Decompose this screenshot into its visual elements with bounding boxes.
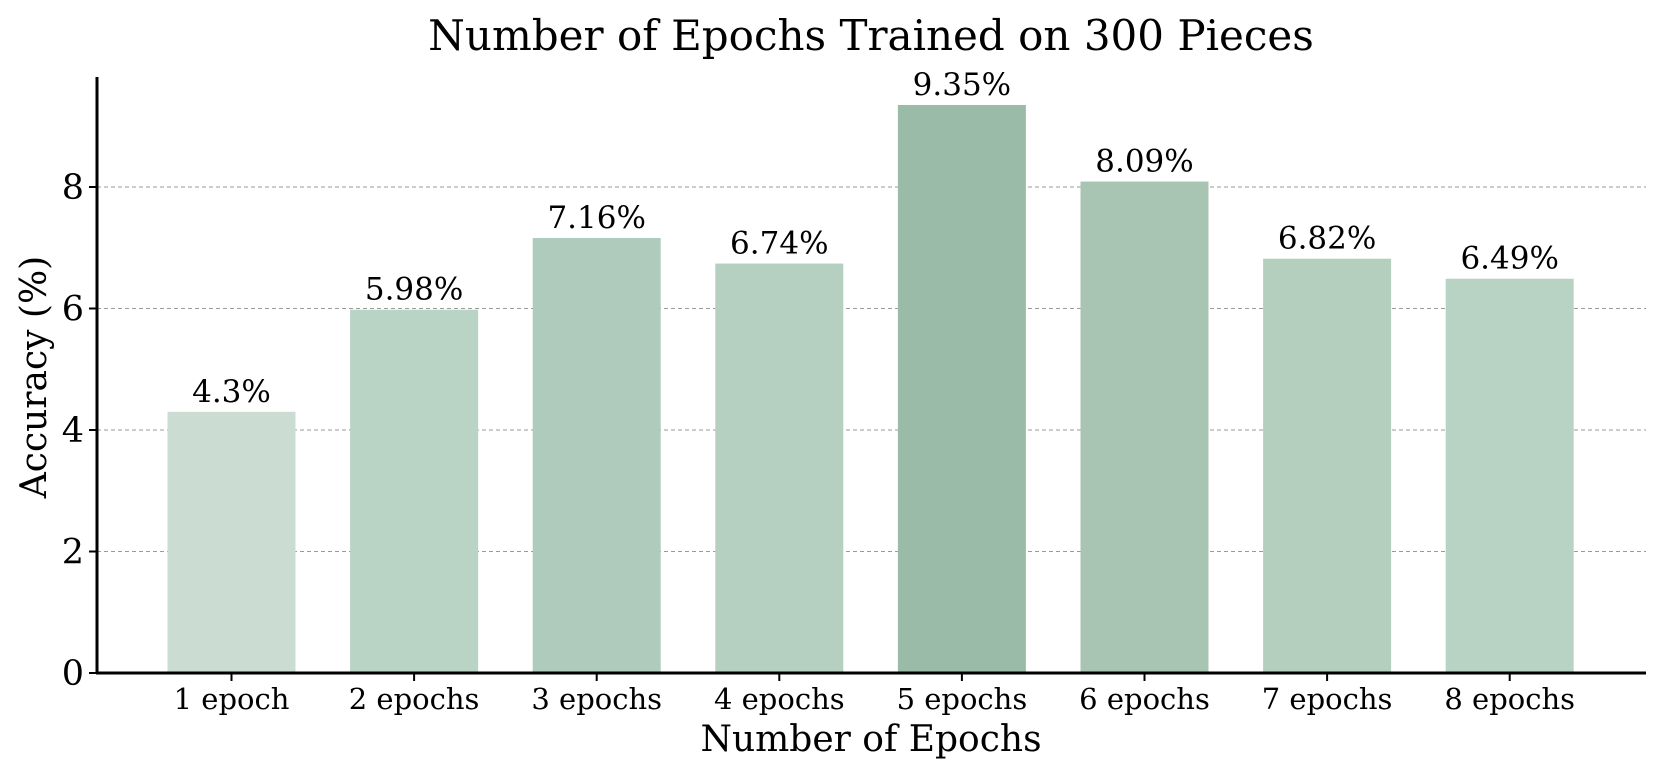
bar-value-label: 7.16% xyxy=(547,200,645,236)
bar-value-label: 6.49% xyxy=(1460,241,1558,277)
x-tick-label: 5 epochs xyxy=(897,682,1028,716)
y-axis-label: Accuracy (%) xyxy=(14,256,55,499)
bar-3-epochs xyxy=(532,238,661,673)
y-tick-label: 0 xyxy=(62,654,84,694)
x-axis-label: Number of Epochs xyxy=(700,719,1041,760)
bar-4-epochs xyxy=(715,263,844,673)
bar-value-label: 6.82% xyxy=(1278,221,1376,257)
bar-value-label: 6.74% xyxy=(730,226,828,262)
data-labels: 4.3% 5.98% 7.16% 6.74% 9.35% 8.09% 6.82% 6.49% xyxy=(192,67,1559,410)
bar-7-epochs xyxy=(1263,258,1392,673)
x-tick-label: 6 epochs xyxy=(1079,682,1210,716)
y-axis-ticks: 0 2 4 6 8 xyxy=(62,168,97,694)
y-tick-label: 2 xyxy=(62,533,84,573)
bar-6-epochs xyxy=(1080,181,1209,673)
x-tick-label: 8 epochs xyxy=(1444,682,1575,716)
y-tick-label: 4 xyxy=(62,411,84,451)
x-tick-label: 2 epochs xyxy=(349,682,480,716)
bar-value-label: 9.35% xyxy=(913,67,1011,103)
bar-5-epochs xyxy=(897,104,1026,674)
bars xyxy=(167,104,1574,674)
x-tick-label: 4 epochs xyxy=(714,682,845,716)
x-axis-ticks: 1 epoch 2 epochs 3 epochs 4 epochs 5 epochs 6… xyxy=(174,673,1575,716)
bar-1-epoch xyxy=(167,411,296,673)
x-tick-label: 1 epoch xyxy=(174,682,290,716)
grid-lines xyxy=(97,186,1646,552)
bar-value-label: 8.09% xyxy=(1095,144,1193,180)
x-tick-label: 3 epochs xyxy=(531,682,662,716)
bar-value-label: 5.98% xyxy=(365,272,463,308)
bar-8-epochs xyxy=(1445,278,1574,673)
x-tick-label: 7 epochs xyxy=(1262,682,1393,716)
y-tick-label: 8 xyxy=(62,168,84,208)
y-tick-label: 6 xyxy=(62,290,84,330)
bar-value-label: 4.3% xyxy=(192,374,271,410)
bar-2-epochs xyxy=(350,309,479,673)
chart-title: Number of Epochs Trained on 300 Pieces xyxy=(428,11,1314,60)
